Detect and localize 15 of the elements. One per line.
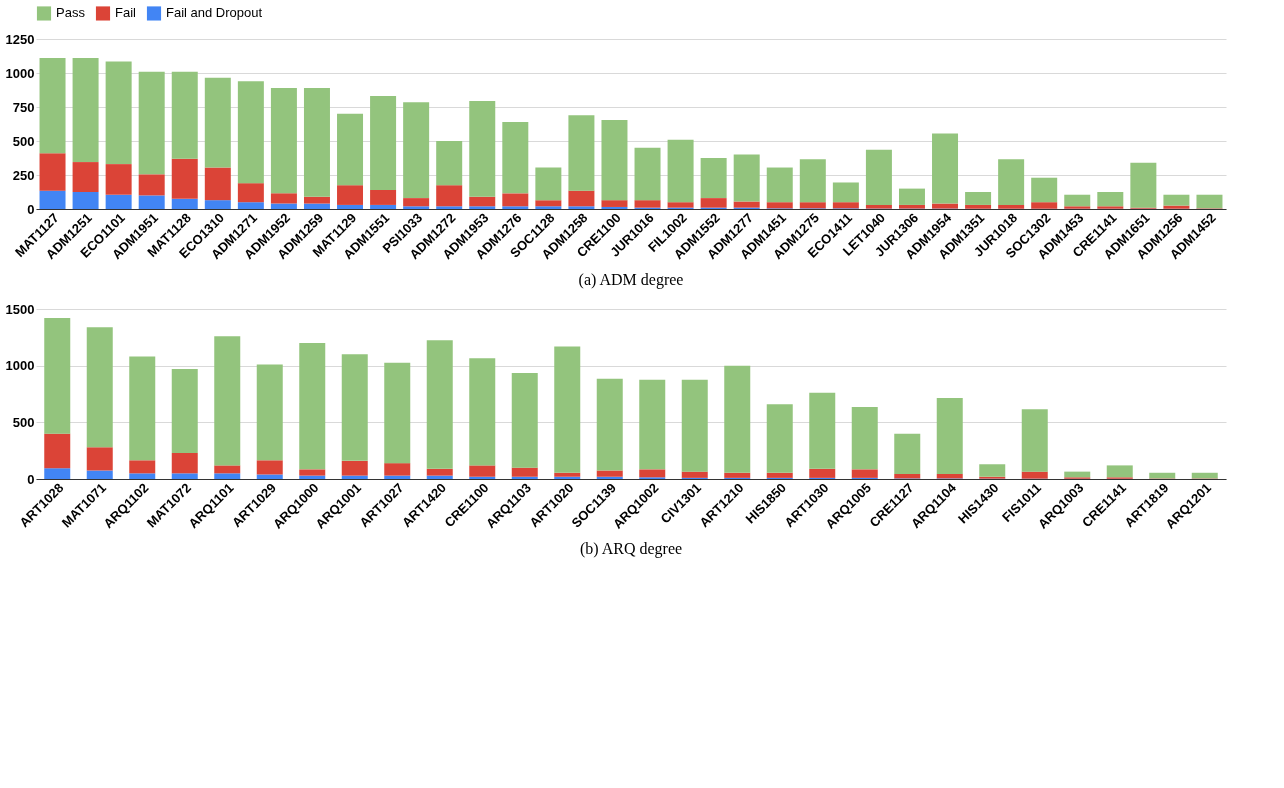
legend-label: Pass	[56, 5, 86, 21]
legend-label: Fail and Dropout	[166, 5, 263, 21]
text: (b) ARQ degree	[579, 540, 683, 559]
legend-label: Fail	[115, 5, 137, 21]
y-tick-label: 0	[27, 201, 35, 217]
y-tick-label: 250	[12, 167, 35, 183]
y-tick-label: 1000	[5, 65, 35, 81]
y-tick-label: 0	[27, 471, 35, 487]
y-tick-label: 1250	[5, 31, 35, 47]
y-tick-label: 1500	[5, 301, 35, 317]
y-tick-label: 750	[12, 99, 35, 115]
y-tick-label: 500	[12, 414, 35, 430]
text: (a) ADM degree	[578, 270, 684, 289]
y-tick-label: 500	[12, 133, 35, 149]
y-tick-label: 1000	[5, 358, 35, 374]
